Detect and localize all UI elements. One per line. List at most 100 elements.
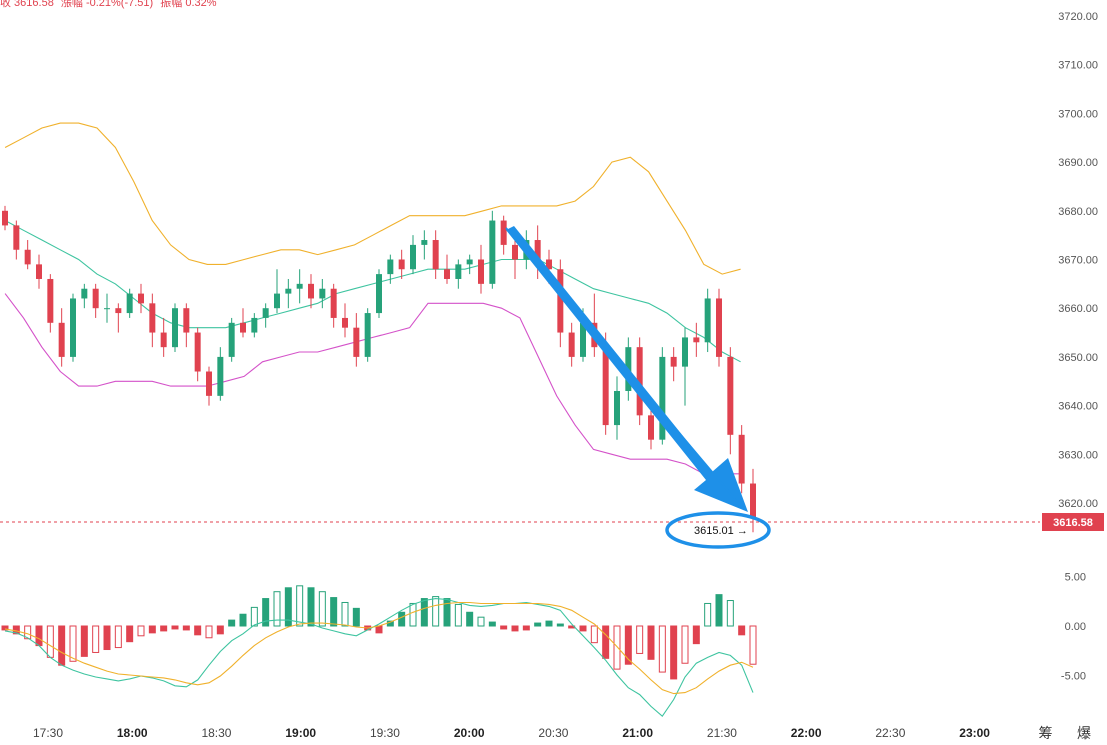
time-tick-label: 23:00 (959, 726, 990, 740)
candle-body (670, 356, 677, 367)
macd-bar (738, 625, 746, 636)
candle-body (466, 259, 473, 265)
candle-body (13, 225, 20, 250)
time-tick-label: 20:30 (538, 726, 568, 740)
candle-body (126, 293, 133, 314)
candle-body (296, 283, 303, 289)
candle-body (704, 298, 711, 343)
candle-body (387, 259, 394, 275)
current-price-tag-text: 3616.58 (1053, 517, 1093, 529)
macd-bar (46, 625, 54, 658)
candle-body (217, 356, 224, 396)
macd-histogram (1, 585, 757, 680)
candle-body (546, 259, 552, 270)
candle-body (2, 210, 8, 226)
candle-body (568, 332, 575, 357)
candle-body (330, 288, 337, 318)
macd-axis: 5.00 0.00 -5.00 (1061, 572, 1086, 683)
price-tick-label: 3680.00 (1058, 206, 1098, 218)
candle-body (648, 415, 654, 440)
macd-bar (228, 619, 236, 627)
macd-bar (80, 625, 88, 657)
macd-bar (726, 600, 734, 627)
macd-bar (636, 625, 644, 654)
candle-body (70, 298, 76, 357)
macd-tick-label: 5.00 (1065, 572, 1086, 584)
macd-bar (647, 625, 655, 660)
close-value: 收 3616.58 (0, 0, 54, 9)
macd-bar (148, 625, 156, 634)
time-tick-label: 22:30 (875, 726, 905, 740)
price-tick-label: 3650.00 (1058, 352, 1098, 364)
candle-body (47, 278, 54, 323)
macd-bar (35, 625, 43, 647)
candle-body (149, 303, 156, 333)
dea-line (4, 601, 754, 695)
amplitude-value: 振幅 0.32% (160, 0, 217, 9)
price-tick-label: 3630.00 (1058, 449, 1098, 461)
candle-body (342, 317, 348, 328)
candle-body (534, 240, 541, 260)
candle-body (716, 298, 722, 357)
trend-arrow-line (505, 227, 741, 506)
candle-body (478, 259, 484, 284)
macd-bar (273, 591, 281, 627)
time-tick-label: 21:00 (622, 726, 653, 740)
candle-body (240, 322, 246, 333)
macd-bar (466, 611, 474, 627)
macd-bar (556, 623, 564, 627)
macd-bar (477, 616, 485, 627)
macd-bar (296, 585, 304, 627)
macd-bar (24, 625, 32, 640)
macd-bar (511, 625, 519, 632)
macd-bar (658, 625, 666, 673)
candle-body (557, 269, 564, 333)
macd-tick-label: -5.00 (1061, 670, 1086, 682)
macd-bar (602, 625, 610, 659)
corner-tool-labels[interactable]: 筹 爆 (1038, 726, 1101, 742)
annotations: 3616.58 3615.01 → (0, 226, 1104, 549)
candle-body (580, 322, 586, 357)
time-tick-label: 22:00 (791, 726, 822, 740)
macd-bar (443, 598, 451, 627)
macd-bar (613, 625, 621, 670)
candle-body (455, 264, 462, 279)
candle-body (115, 308, 122, 314)
macd-bar (205, 625, 213, 639)
macd-bar (409, 602, 417, 627)
candle-body (138, 293, 144, 304)
price-tick-label: 3660.00 (1058, 303, 1098, 315)
macd-bar (692, 625, 700, 645)
price-tick-label: 3620.00 (1058, 498, 1098, 510)
macd-bar (194, 625, 202, 636)
candle-body (636, 347, 643, 416)
macd-bar (715, 594, 723, 627)
price-tick-label: 3690.00 (1058, 157, 1098, 169)
time-tick-label: 19:00 (285, 726, 316, 740)
macd-bar (69, 625, 77, 662)
candle-body (308, 283, 314, 299)
macd-bar (126, 625, 134, 643)
price-tick-label: 3700.00 (1058, 108, 1098, 120)
price-tick-label: 3720.00 (1058, 11, 1098, 23)
macd-bar (103, 625, 111, 651)
candle-body (682, 337, 688, 367)
macd-bar (318, 591, 326, 627)
candle-body (444, 269, 450, 279)
time-tick-label: 18:30 (201, 726, 231, 740)
price-tick-label: 3710.00 (1058, 60, 1098, 72)
macd-bar (341, 601, 349, 627)
candle-body (410, 244, 416, 270)
macd-bar (522, 625, 530, 631)
candle-body (693, 337, 700, 343)
candle-body (319, 288, 326, 299)
macd-bar (398, 611, 406, 627)
candle-body (750, 483, 756, 518)
candle-body (602, 347, 609, 426)
candle-body (251, 317, 258, 333)
time-tick-label: 20:00 (454, 726, 485, 740)
macd-bar (681, 625, 689, 664)
macd-bar (704, 602, 712, 627)
time-tick-label: 21:30 (707, 726, 737, 740)
